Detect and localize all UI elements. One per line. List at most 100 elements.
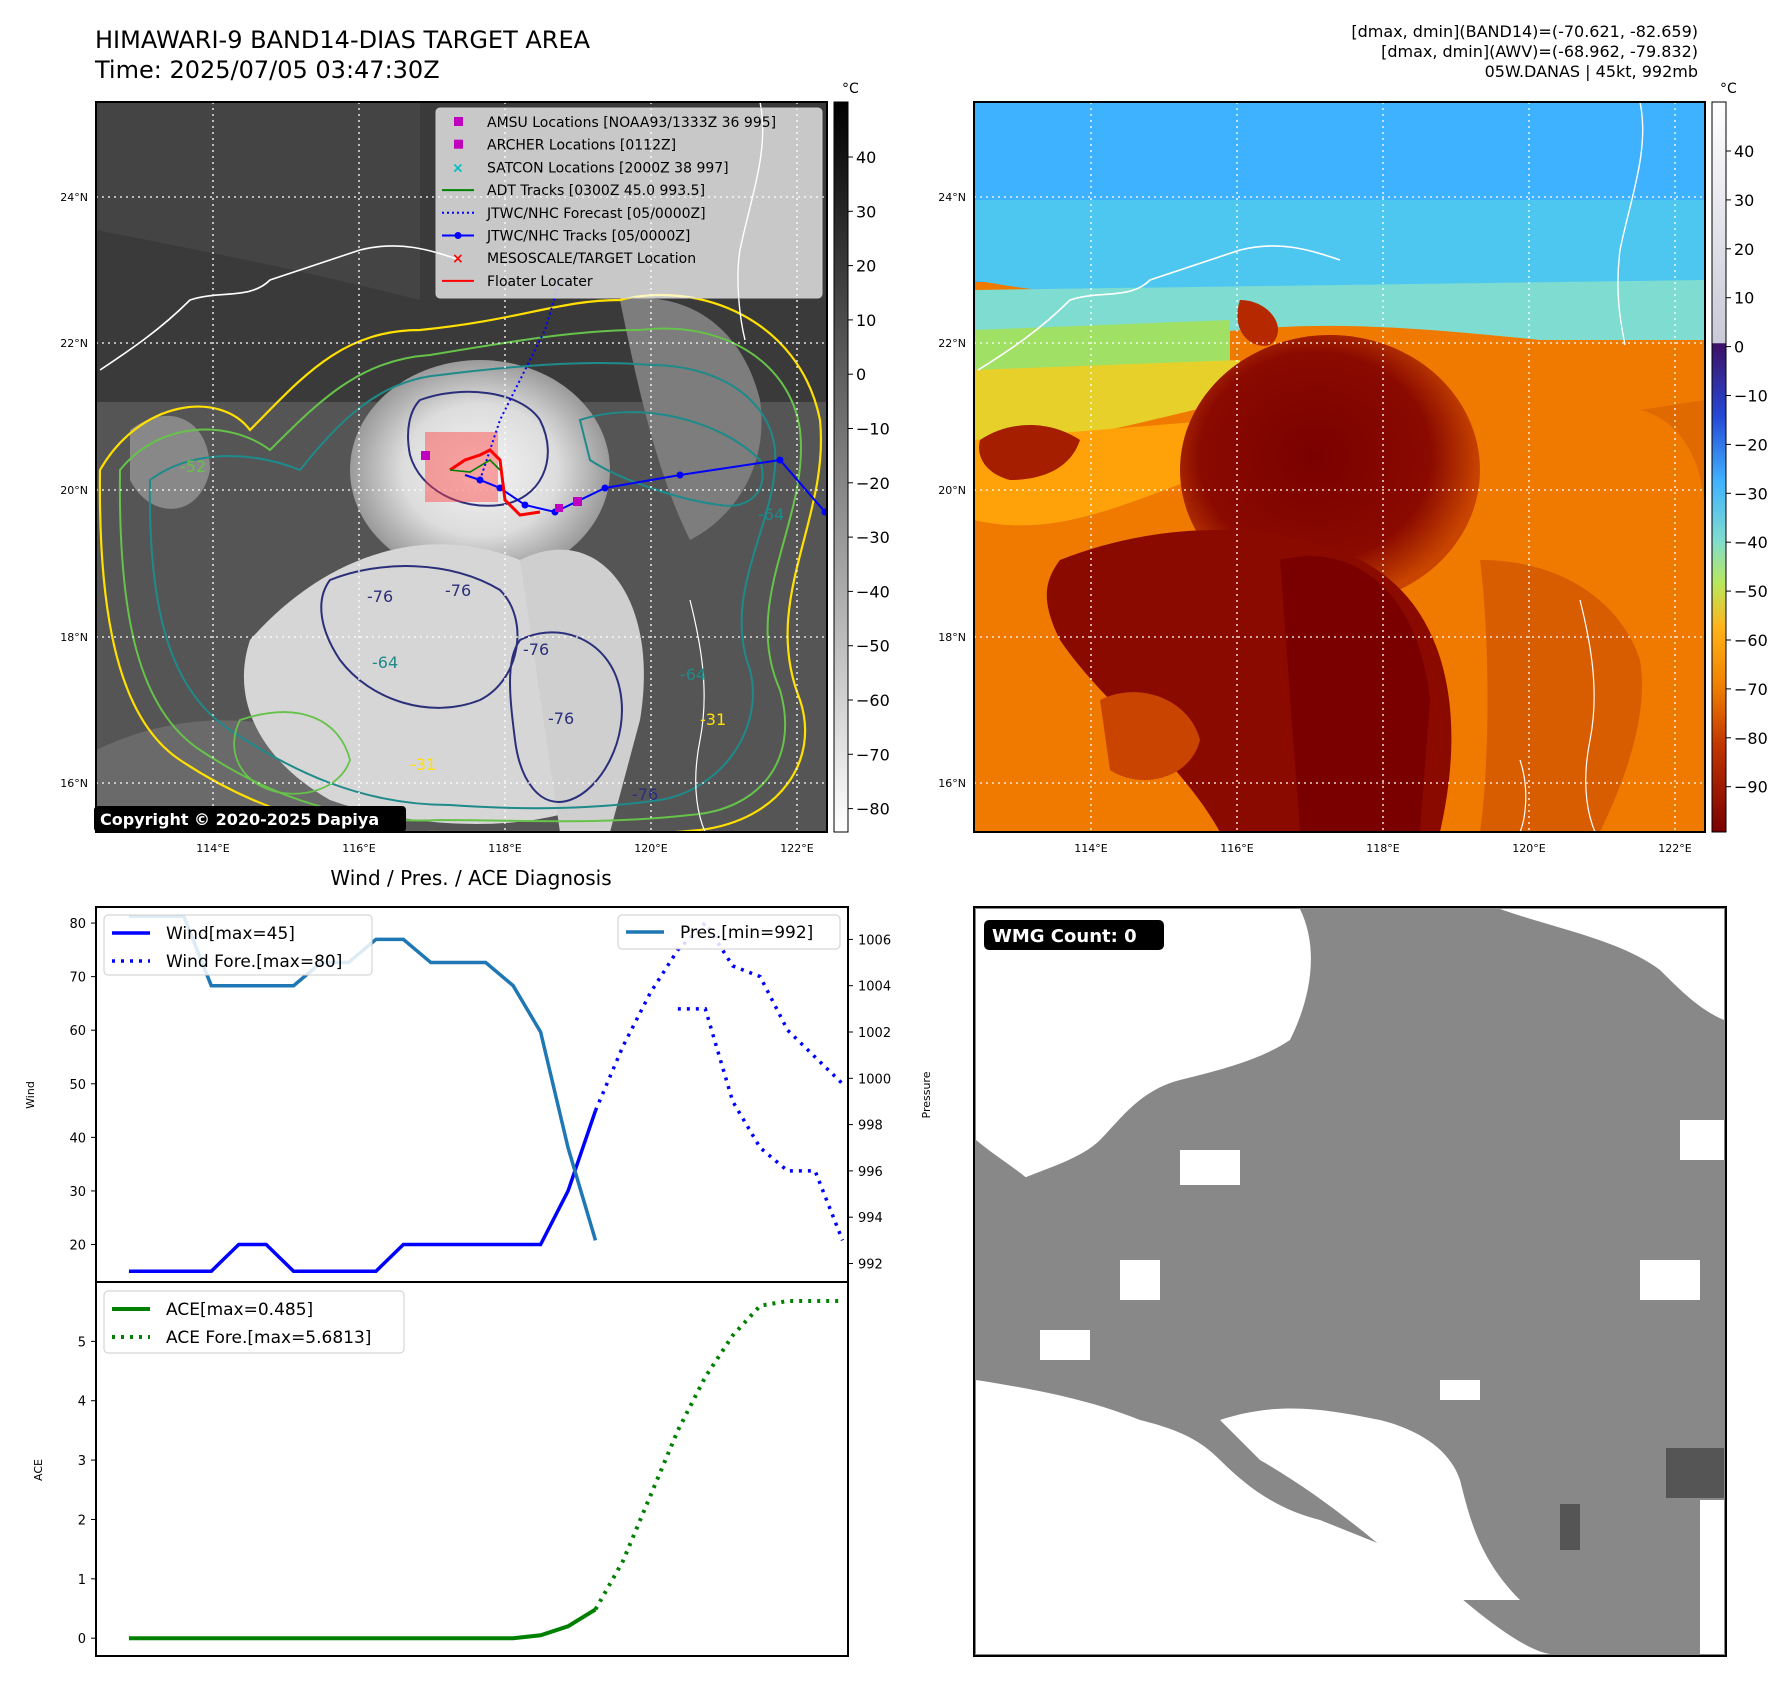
legend-label: ADT Tracks [0300Z 45.0 993.5] (487, 183, 705, 199)
legend-entry: Floater Locater (442, 274, 593, 290)
wind-tick-label: 40 (69, 1131, 86, 1146)
svg-text:-64: -64 (372, 653, 398, 672)
svg-text:22°N: 22°N (60, 337, 88, 350)
colorbar-tick: −20 (856, 474, 890, 493)
legend-label: Wind[max=45] (166, 924, 295, 944)
pressure-tick-label: 998 (858, 1119, 883, 1134)
colorbar-tick: −60 (856, 691, 890, 710)
svg-text:-31: -31 (410, 755, 436, 774)
svg-text:16°N: 16°N (60, 777, 88, 790)
legend-label: ARCHER Locations [0112Z] (487, 138, 676, 154)
ace-tick-label: 0 (78, 1632, 86, 1647)
svg-text:18°N: 18°N (60, 631, 88, 644)
svg-text:116°E: 116°E (342, 842, 375, 855)
svg-text:116°E: 116°E (1220, 842, 1253, 855)
colorbar-tick: 30 (1734, 191, 1754, 210)
legend-entry: × MESOSCALE/TARGET Location (452, 251, 696, 267)
svg-text:-76: -76 (367, 587, 393, 606)
wind-pressure-panel: 20 30 40 50 60 70 80 992 994 996 998 1000 1002 1004 10… (69, 906, 891, 1283)
ace-legend: ACE[max=0.485] ACE Fore.[max=5.6813] (103, 1290, 405, 1354)
svg-text:-64: -64 (680, 665, 706, 684)
svg-text:-76: -76 (548, 709, 574, 728)
right-map-lon-labels: 114°E 116°E 118°E 120°E 122°E (1074, 842, 1691, 855)
wmg-count-label: WMG Count: 0 (992, 926, 1137, 947)
awv-range: [dmax, dmin](AWV)=(-68.962, -79.832) (1381, 42, 1698, 61)
series-line (593, 1298, 843, 1611)
colorbar-tick: −50 (856, 637, 890, 656)
colorbar-tick: −20 (1734, 435, 1768, 454)
legend-label: ACE[max=0.485] (166, 1300, 313, 1320)
colorbar-tick: −70 (1734, 680, 1768, 699)
svg-text:122°E: 122°E (1658, 842, 1691, 855)
colorbar-tick: 10 (1734, 289, 1754, 308)
colorbar-tick: −10 (856, 420, 890, 439)
colorbar-tick: 20 (1734, 240, 1754, 259)
colorbar-tick: 20 (856, 257, 876, 276)
colorbar-tick: −40 (856, 582, 890, 601)
svg-text:-64: -64 (758, 505, 784, 524)
ace-panel: 0 1 2 3 4 5 ACE[max=0.485] ACE Fore.[max=5.6813… (78, 1281, 849, 1657)
colorbar-tick: −60 (1734, 631, 1768, 650)
wind-tick-label: 30 (69, 1185, 86, 1200)
ace-tick-label: 4 (78, 1395, 86, 1410)
map-legend: AMSU Locations [NOAA93/1333Z 36 995] ARCH… (435, 107, 823, 299)
colorbar-tick: −10 (1734, 387, 1768, 406)
legend-label: JTWC/NHC Tracks [05/0000Z] (486, 229, 690, 245)
legend-label: SATCON Locations [2000Z 38 997] (487, 160, 729, 176)
wind-tick-label: 80 (69, 917, 86, 932)
colorbar-tick: −40 (1734, 533, 1768, 552)
left-map-lat-labels: 24°N 22°N 20°N 18°N 16°N (60, 191, 88, 790)
series-line (128, 1607, 597, 1641)
storm-info: 05W.DANAS | 45kt, 992mb (1484, 62, 1698, 81)
legend-entry: × SATCON Locations [2000Z 38 997] (452, 160, 729, 176)
wind-legend: Wind[max=45] Wind Fore.[max=80] (103, 914, 373, 976)
svg-text:-52: -52 (180, 457, 206, 476)
colorbar-tick: 0 (856, 365, 866, 384)
band14-range: [dmax, dmin](BAND14)=(-70.621, -82.659) (1351, 22, 1698, 41)
colorbar-tick: −30 (1734, 484, 1768, 503)
svg-text:114°E: 114°E (196, 842, 229, 855)
wind-tick-label: 60 (69, 1024, 86, 1039)
pressure-tick-label: 996 (858, 1165, 883, 1180)
legend-marker: × (452, 160, 464, 176)
svg-text:122°E: 122°E (780, 842, 813, 855)
diagnosis-title: Wind / Pres. / ACE Diagnosis (330, 866, 611, 890)
legend-label: JTWC/NHC Forecast [05/0000Z] (486, 206, 706, 222)
pressure-tick-label: 1004 (858, 980, 891, 995)
wind-axis-label: Wind (24, 1081, 37, 1109)
legend-label: Floater Locater (487, 274, 593, 290)
svg-text:120°E: 120°E (1512, 842, 1545, 855)
svg-text:16°N: 16°N (938, 777, 966, 790)
legend-label: ACE Fore.[max=5.6813] (166, 1328, 371, 1348)
svg-text:118°E: 118°E (488, 842, 521, 855)
left-map-lon-labels: 114°E 116°E 118°E 120°E 122°E (196, 842, 813, 855)
svg-text:22°N: 22°N (938, 337, 966, 350)
svg-text:-76: -76 (632, 785, 658, 804)
colorbar-tick: −80 (856, 800, 890, 819)
ir-color-map (973, 101, 1706, 833)
colorbar-tick: 10 (856, 311, 876, 330)
svg-text:24°N: 24°N (60, 191, 88, 204)
pressure-tick-label: 1002 (858, 1026, 891, 1041)
right-map-lat-labels: 24°N 22°N 20°N 18°N 16°N (938, 191, 966, 790)
pressure-tick-label: 992 (858, 1257, 883, 1272)
colorbar-tick: −50 (1734, 582, 1768, 601)
ace-tick-label: 2 (78, 1513, 86, 1528)
pressure-tick-label: 994 (858, 1211, 883, 1226)
colorbar-tick: 0 (1734, 338, 1744, 357)
pressure-tick-label: 1006 (858, 933, 891, 948)
legend-entry: ARCHER Locations [0112Z] (454, 138, 676, 154)
svg-text:118°E: 118°E (1366, 842, 1399, 855)
series-line (677, 1007, 845, 1241)
svg-text:-76: -76 (445, 581, 471, 600)
svg-text:20°N: 20°N (938, 484, 966, 497)
wind-tick-label: 20 (69, 1239, 86, 1254)
colorbar-tick: 30 (856, 202, 876, 221)
legend-entry: JTWC/NHC Forecast [05/0000Z] (442, 206, 706, 222)
wmg-panel: WMG Count: 0 (973, 906, 1727, 1657)
svg-text:24°N: 24°N (938, 191, 966, 204)
series-line (128, 1110, 598, 1274)
svg-text:-76: -76 (523, 640, 549, 659)
right-colorbar: °C 40 30 20 10 0 −10 −20 −30 −40 −50 −60 −70 −80 −90 (1711, 81, 1768, 833)
